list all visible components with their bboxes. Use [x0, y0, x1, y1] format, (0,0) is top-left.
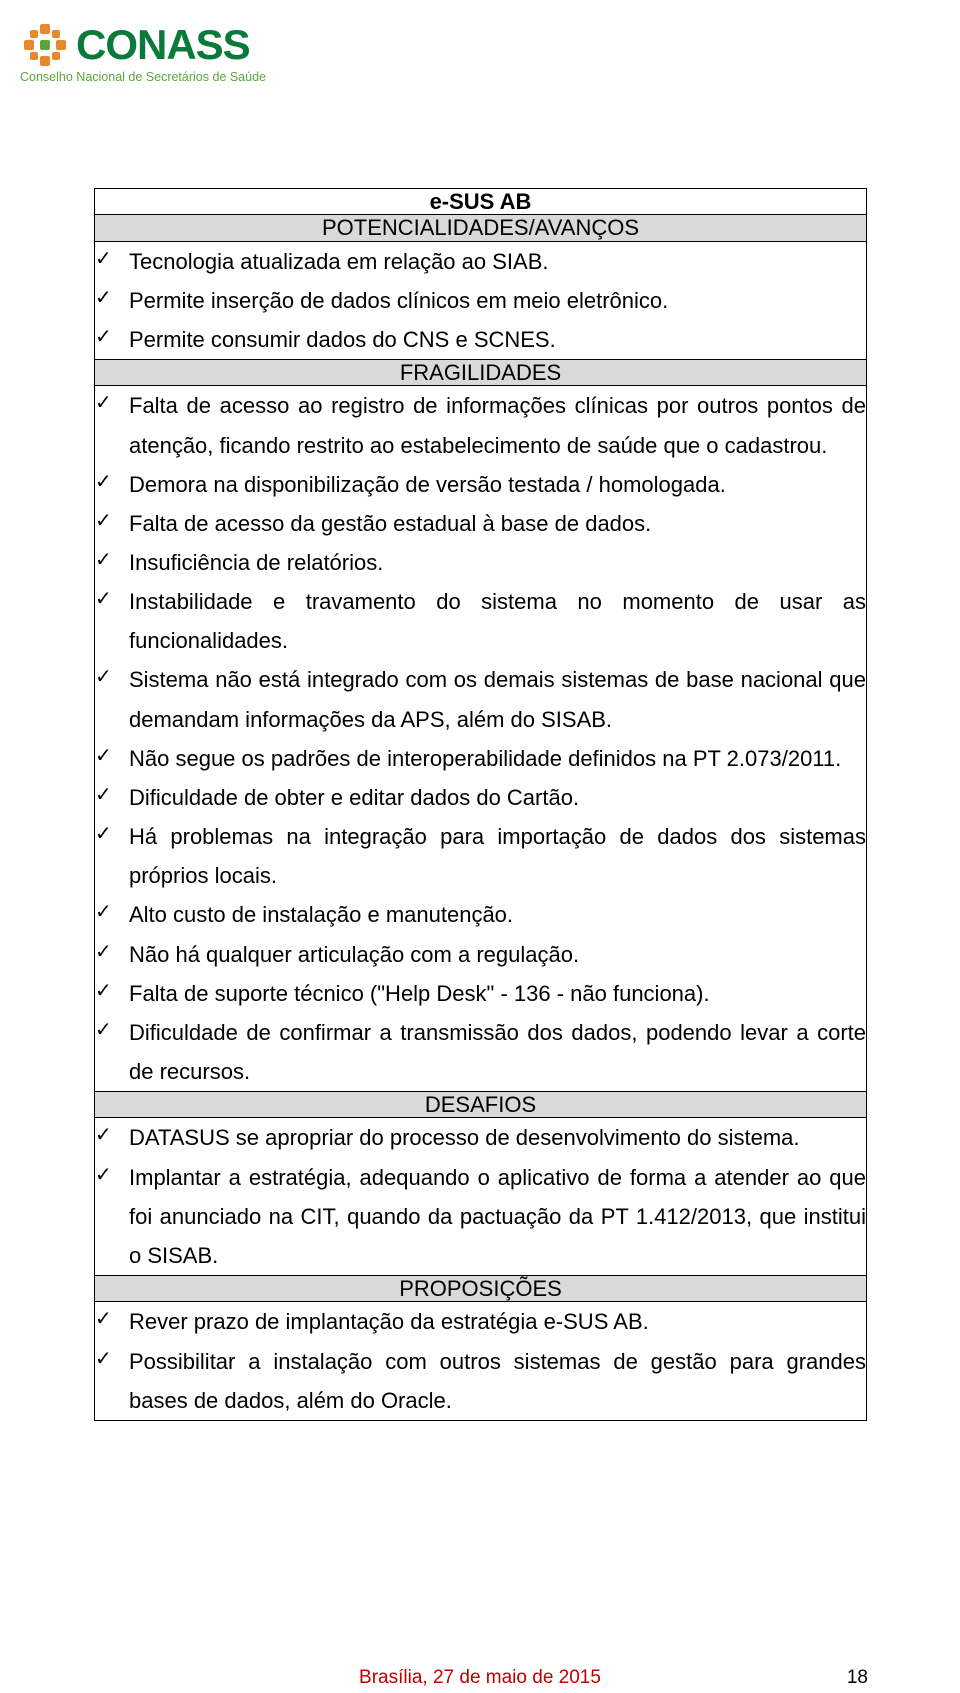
logo: CONASS Conselho Nacional de Secretários …	[18, 18, 266, 84]
list-item: Instabilidade e travamento do sistema no…	[117, 582, 866, 660]
list-item: Não há qualquer articulação com a regula…	[117, 935, 866, 974]
list-item: Falta de acesso ao registro de informaçõ…	[117, 386, 866, 464]
list-item: Demora na disponibilização de versão tes…	[117, 465, 866, 504]
list-item: Há problemas na integração para importaç…	[117, 817, 866, 895]
section-header: POTENCIALIDADES/AVANÇOS	[95, 215, 867, 241]
logo-name: CONASS	[76, 21, 250, 69]
list-item: Permite consumir dados do CNS e SCNES.	[117, 320, 866, 359]
section-header: PROPOSIÇÕES	[95, 1276, 867, 1302]
logo-subtitle: Conselho Nacional de Secretários de Saúd…	[20, 70, 266, 84]
section-header: DESAFIOS	[95, 1092, 867, 1118]
list-item: Não segue os padrões de interoperabilida…	[117, 739, 866, 778]
section-content: Rever prazo de implantação da estratégia…	[95, 1302, 867, 1420]
list-item: Falta de acesso da gestão estadual à bas…	[117, 504, 866, 543]
footer-date: Brasília, 27 de maio de 2015	[0, 1667, 960, 1689]
content-table: e-SUS AB POTENCIALIDADES/AVANÇOS Tecnolo…	[94, 188, 867, 1421]
section-content: Falta de acesso ao registro de informaçõ…	[95, 386, 867, 1092]
list-item: Falta de suporte técnico ("Help Desk" - …	[117, 974, 866, 1013]
list-item: Possibilitar a instalação com outros sis…	[117, 1342, 866, 1420]
list-item: Insuficiência de relatórios.	[117, 543, 866, 582]
list-item: Sistema não está integrado com os demais…	[117, 660, 866, 738]
footer-page-number: 18	[847, 1667, 868, 1689]
list-item: Rever prazo de implantação da estratégia…	[117, 1302, 866, 1341]
logo-icon	[18, 18, 72, 72]
document-page: e-SUS AB POTENCIALIDADES/AVANÇOS Tecnolo…	[94, 188, 867, 1421]
list-item: Dificuldade de confirmar a transmissão d…	[117, 1013, 866, 1091]
table-title: e-SUS AB	[95, 189, 867, 215]
section-header: FRAGILIDADES	[95, 360, 867, 386]
list-item: Permite inserção de dados clínicos em me…	[117, 281, 866, 320]
list-item: DATASUS se apropriar do processo de dese…	[117, 1118, 866, 1157]
section-content: DATASUS se apropriar do processo de dese…	[95, 1118, 867, 1276]
section-content: Tecnologia atualizada em relação ao SIAB…	[95, 241, 867, 359]
list-item: Implantar a estratégia, adequando o apli…	[117, 1158, 866, 1275]
logo-top-row: CONASS	[18, 18, 266, 72]
list-item: Tecnologia atualizada em relação ao SIAB…	[117, 242, 866, 281]
list-item: Alto custo de instalação e manutenção.	[117, 895, 866, 934]
list-item: Dificuldade de obter e editar dados do C…	[117, 778, 866, 817]
